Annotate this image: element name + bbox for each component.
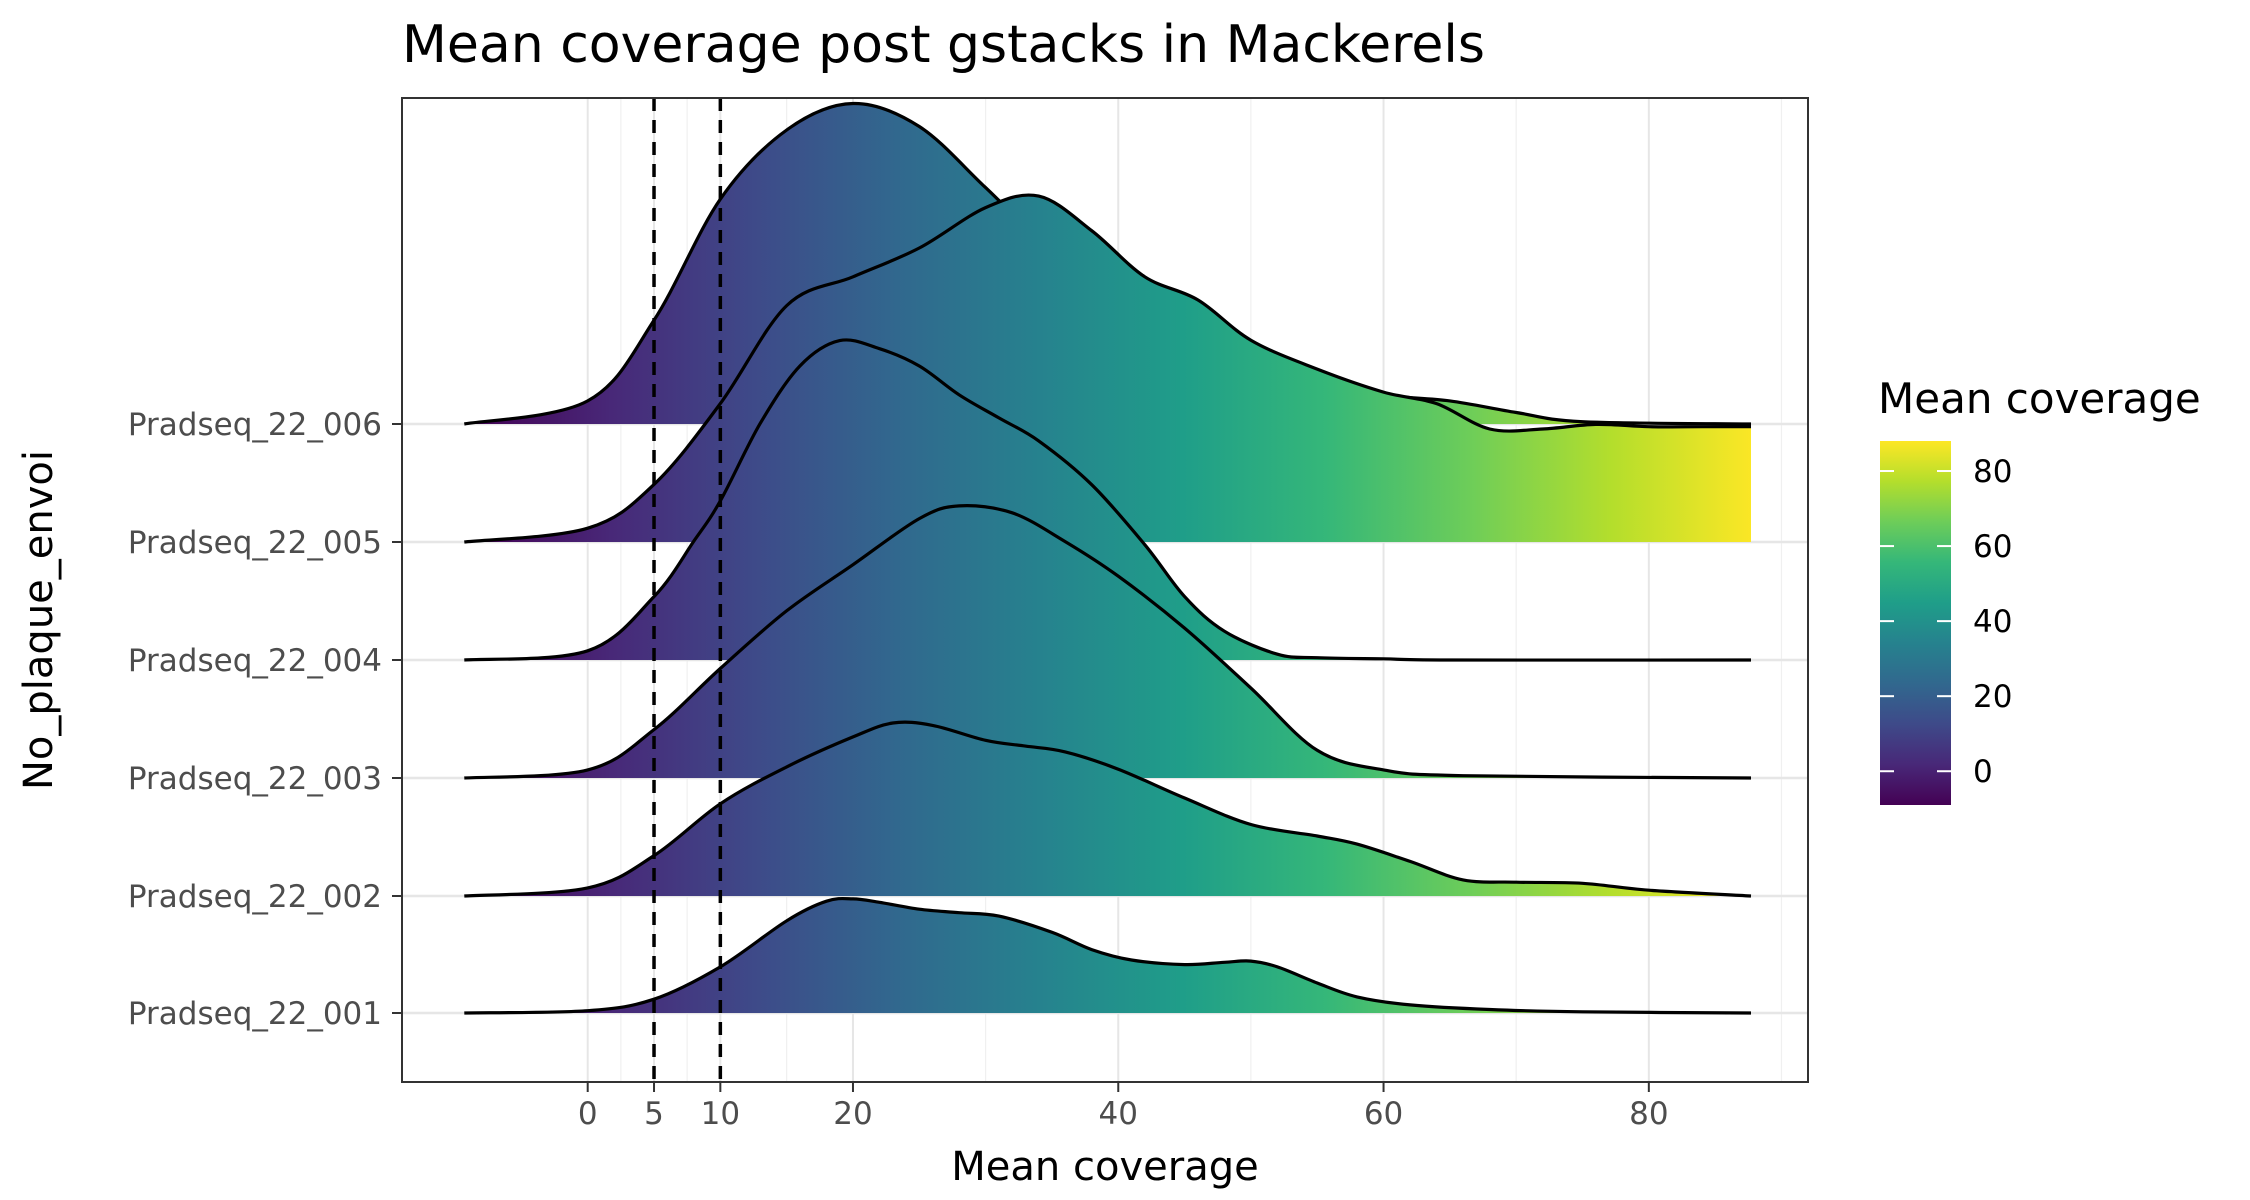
legend-tick-label-4: 80 — [1973, 454, 2012, 490]
color-legend: Mean coverage 0 20 40 60 80 — [1878, 374, 2201, 805]
x-tick-label-6: 80 — [1629, 1096, 1668, 1132]
ridge-Pradseq_22_003 — [464, 504, 1752, 780]
x-axis: 0 5 10 20 40 60 80 — [578, 1082, 1669, 1132]
y-tick-label-4: Pradseq_22_005 — [128, 525, 382, 561]
y-tick-label-5: Pradseq_22_006 — [128, 407, 382, 443]
plot-border — [401, 97, 1809, 1083]
ridge-line-Pradseq_22_001 — [464, 896, 1752, 1015]
y-axis-title: No_plaque_envoi — [16, 450, 62, 790]
chart-title: Mean coverage post gstacks in Mackerels — [402, 15, 1485, 75]
legend-ticks: 0 20 40 60 80 — [1880, 454, 2012, 790]
legend-tick-label-2: 40 — [1973, 604, 2012, 640]
x-axis-title: Mean coverage — [951, 1144, 1258, 1190]
y-tick-label-1: Pradseq_22_002 — [128, 879, 382, 915]
y-tick-label-0: Pradseq_22_001 — [128, 996, 382, 1032]
ridge-fill-Pradseq_22_003 — [464, 505, 1751, 778]
x-tick-label-3: 20 — [833, 1096, 872, 1132]
legend-tick-label-3: 60 — [1973, 529, 2012, 565]
x-tick-label-5: 60 — [1364, 1096, 1403, 1132]
y-tick-label-3: Pradseq_22_004 — [128, 643, 382, 679]
ridge-line-Pradseq_22_003 — [464, 504, 1752, 780]
ridge-Pradseq_22_001 — [464, 896, 1752, 1015]
ridge-fill-Pradseq_22_004 — [464, 339, 1751, 661]
ridge-line-Pradseq_22_004 — [464, 338, 1752, 662]
y-axis: Pradseq_22_001 Pradseq_22_002 Pradseq_22_0… — [128, 407, 402, 1032]
ridge-fill-Pradseq_22_002 — [464, 722, 1751, 896]
density-ridges — [464, 101, 1752, 1015]
ridge-line-Pradseq_22_005 — [464, 193, 1751, 544]
legend-colorbar — [1880, 441, 1951, 805]
legend-tick-label-0: 0 — [1973, 754, 1993, 790]
x-tick-label-4: 40 — [1099, 1096, 1138, 1132]
legend-title: Mean coverage — [1878, 374, 2201, 423]
x-tick-label-2: 10 — [701, 1096, 740, 1132]
x-tick-label-0: 0 — [578, 1096, 598, 1132]
y-tick-label-2: Pradseq_22_003 — [128, 761, 382, 797]
x-tick-label-1: 5 — [644, 1096, 664, 1132]
legend-tick-label-1: 20 — [1973, 679, 2012, 715]
reference-lines — [652, 98, 723, 1082]
ridge-Pradseq_22_004 — [464, 338, 1752, 662]
